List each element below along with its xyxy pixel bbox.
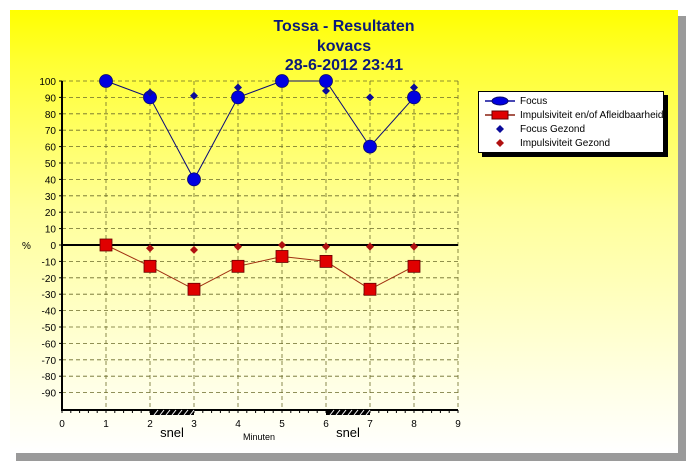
legend-label: Impulsiviteit Gezond xyxy=(520,137,611,149)
y-tick-label: 60 xyxy=(45,143,57,154)
y-tick-label: 100 xyxy=(39,77,56,88)
x-tick-label: 5 xyxy=(279,419,285,430)
snel-hatch xyxy=(359,409,365,416)
series-line xyxy=(105,80,415,181)
x-tick-label: 3 xyxy=(191,419,197,430)
y-tick-label: -40 xyxy=(42,307,57,318)
legend-item-focus-gezond: Focus Gezond xyxy=(485,122,585,136)
x-tick-label: 0 xyxy=(59,419,65,430)
y-tick-label: -20 xyxy=(42,274,57,285)
impulsiviteit-point xyxy=(407,259,421,273)
legend-label: Focus Gezond xyxy=(520,123,586,135)
gezond-point xyxy=(190,245,198,254)
gezond-point xyxy=(366,242,374,251)
gezond-point xyxy=(278,241,286,249)
y-tick-label: -60 xyxy=(42,339,57,350)
x-tick-label: 9 xyxy=(455,419,461,430)
impulsiviteit-point xyxy=(187,282,201,296)
legend-item-impulsiviteit: Impulsiviteit en/of Afleidbaarheid xyxy=(485,108,663,122)
x-axis-title: Minuten xyxy=(243,432,275,442)
gezond-point xyxy=(234,83,242,92)
y-tick-label: -70 xyxy=(42,356,57,367)
x-tick-label: 8 xyxy=(411,419,417,430)
y-tick-label: -30 xyxy=(42,290,57,301)
legend-item-impulsiviteit-gezond: Impulsiviteit Gezond xyxy=(485,136,610,150)
focus-point xyxy=(319,74,333,88)
snel-hatch xyxy=(189,409,195,416)
chart-subtitle-name: kovacs xyxy=(316,38,372,55)
snel-label: snel xyxy=(160,425,184,440)
x-tick-label: 4 xyxy=(235,419,241,430)
y-tick-label: 0 xyxy=(50,241,56,252)
y-tick-label: 10 xyxy=(45,225,57,236)
snel-bar xyxy=(326,410,370,415)
focus-point xyxy=(231,90,245,105)
y-tick-label: 70 xyxy=(45,126,57,137)
x-tick-label: 2 xyxy=(147,419,153,430)
y-tick-label: -80 xyxy=(42,372,57,383)
snel-hatch xyxy=(329,409,335,416)
y-tick-label: 40 xyxy=(45,175,57,186)
chart-subtitle-date: 28-6-2012 23:41 xyxy=(284,57,404,74)
snel-hatch xyxy=(153,409,159,416)
gezond-point xyxy=(366,93,374,102)
snel-hatch xyxy=(159,409,165,416)
impulsiviteit-point xyxy=(319,254,333,268)
snel-hatch xyxy=(347,409,353,416)
gezond-point xyxy=(146,88,154,97)
focus-point xyxy=(363,139,377,154)
focus-point xyxy=(407,90,421,105)
gezond-point xyxy=(146,244,154,253)
snel-hatch xyxy=(353,409,359,416)
legend-label: Focus xyxy=(520,95,548,107)
snel-hatch xyxy=(183,409,189,416)
y-tick-label: 90 xyxy=(45,93,57,104)
impulsiviteit-point xyxy=(99,238,113,252)
legend-label: Impulsiviteit en/of Afleidbaarheid xyxy=(520,109,664,121)
gezond-point xyxy=(190,91,198,100)
x-tick-label: 6 xyxy=(323,419,329,430)
gezond-point xyxy=(322,86,330,95)
snel-hatch xyxy=(171,409,177,416)
square-line-marker-icon xyxy=(485,110,515,120)
snel-hatch xyxy=(335,409,341,416)
chart-title: Tossa - Resultaten xyxy=(273,18,415,35)
y-tick-label: 20 xyxy=(45,208,57,219)
y-unit-label: % xyxy=(22,241,31,252)
series-line xyxy=(105,244,415,290)
chart-panel xyxy=(10,10,678,453)
y-tick-label: 80 xyxy=(45,110,57,121)
y-tick-label: 50 xyxy=(45,159,57,170)
circle-line-marker-icon xyxy=(485,96,515,106)
y-tick-label: 30 xyxy=(45,192,57,203)
impulsiviteit-point xyxy=(275,250,289,263)
focus-point xyxy=(187,172,201,187)
y-tick-label: -10 xyxy=(42,257,57,268)
gezond-point xyxy=(322,242,330,251)
snel-hatch xyxy=(177,409,183,416)
snel-bar xyxy=(150,410,194,415)
x-tick-label: 7 xyxy=(367,419,373,430)
focus-point xyxy=(99,74,113,88)
legend: Focus Impulsiviteit en/of Afleidbaarheid… xyxy=(478,91,664,153)
gezond-point xyxy=(410,83,418,92)
snel-label: snel xyxy=(336,425,360,440)
impulsiviteit-point xyxy=(231,259,245,273)
impulsiviteit-point xyxy=(143,259,157,273)
diamond-marker-icon xyxy=(496,125,504,133)
gezond-point xyxy=(234,242,242,251)
y-tick-label: -50 xyxy=(42,323,57,334)
snel-hatch xyxy=(365,409,371,416)
focus-point xyxy=(275,74,289,88)
diamond-marker-icon xyxy=(496,139,504,147)
snel-hatch xyxy=(341,409,347,416)
y-tick-label: -90 xyxy=(42,389,57,400)
gezond-point xyxy=(410,242,418,251)
snel-hatch xyxy=(165,409,171,416)
impulsiviteit-point xyxy=(363,282,377,296)
legend-item-focus: Focus xyxy=(485,94,547,108)
x-tick-label: 1 xyxy=(103,419,109,430)
